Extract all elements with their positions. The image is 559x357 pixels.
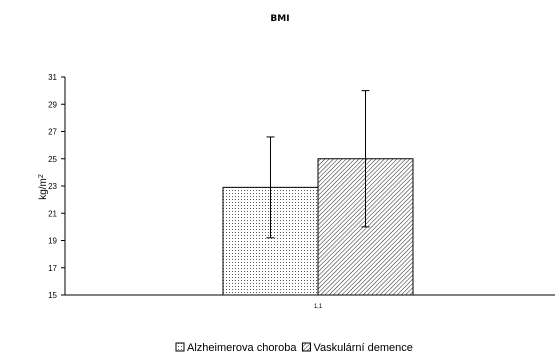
y-tick-label: 29: [48, 100, 57, 109]
y-tick-label: 27: [48, 128, 57, 137]
bars: [222, 90, 414, 296]
y-axis-label-unit: kg/m: [38, 178, 49, 200]
y-axis-label-superscript: 2: [38, 174, 45, 178]
y-axis-label: kg/m2: [38, 174, 50, 200]
y-tick-label: 15: [48, 291, 57, 300]
x-category-label: 1,1: [314, 304, 323, 310]
legend-swatch: [175, 342, 185, 352]
legend-swatch: [301, 342, 311, 352]
y-tick-label: 23: [48, 182, 57, 191]
chart-title: BMI: [270, 14, 289, 24]
legend: Alzheimerova choroba Vaskulární demence: [175, 342, 413, 354]
y-tick-label: 21: [48, 209, 57, 218]
y-axis: 15 17 19 21 23 25 27 29 31: [48, 73, 66, 300]
y-tick-label: 31: [48, 73, 57, 82]
legend-label: Vaskulární demence: [313, 342, 412, 354]
y-tick-label: 25: [48, 155, 57, 164]
y-tick-label: 19: [48, 237, 57, 246]
y-tick-label: 17: [48, 264, 57, 273]
legend-label: Alzheimerova choroba: [187, 342, 297, 354]
